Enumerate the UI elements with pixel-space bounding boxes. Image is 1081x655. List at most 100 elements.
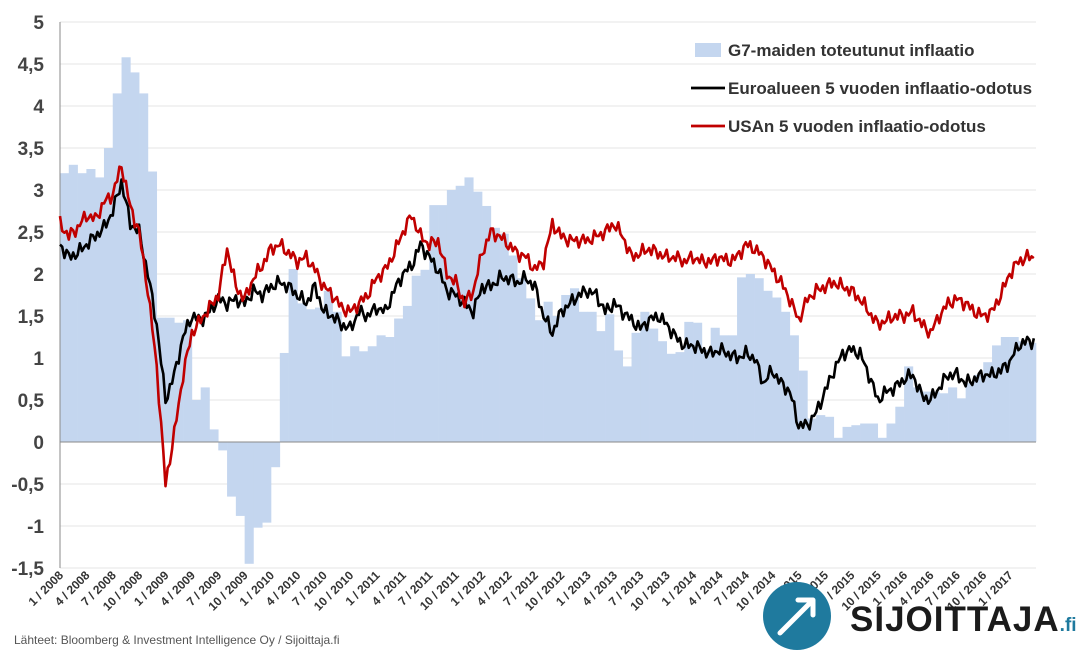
bar — [376, 335, 386, 442]
logo-wordmark: SIJOITTAJA.fi — [850, 600, 1077, 640]
y-tick-label: 4 — [33, 97, 44, 118]
y-tick-label: 2,5 — [18, 223, 45, 244]
bar — [420, 269, 430, 442]
bar — [578, 311, 588, 442]
bar — [191, 400, 201, 442]
bar — [772, 297, 782, 442]
bar — [455, 185, 465, 443]
bar — [526, 298, 536, 442]
bar — [394, 318, 404, 442]
bar — [666, 353, 676, 442]
bar — [631, 332, 641, 442]
bar — [710, 327, 720, 442]
bar — [306, 309, 316, 442]
y-tick-label: 5 — [33, 13, 44, 34]
bar — [587, 311, 597, 442]
bar — [200, 387, 210, 442]
bar — [1000, 337, 1010, 442]
bar — [851, 425, 861, 442]
bar — [807, 418, 817, 442]
bar — [754, 278, 764, 442]
y-tick-label: 2 — [33, 265, 44, 286]
bar — [262, 442, 272, 523]
bar — [517, 278, 527, 442]
bar — [446, 190, 456, 442]
bar — [482, 205, 492, 442]
bar — [886, 423, 896, 442]
bar — [965, 383, 975, 442]
bar — [314, 307, 325, 442]
bar — [789, 335, 799, 442]
source-note: Lähteet: Bloomberg & Investment Intellig… — [14, 633, 340, 647]
logo-name: SIJOITTAJA — [850, 600, 1060, 639]
bar — [95, 177, 105, 442]
y-tick-label: 1,5 — [18, 307, 45, 328]
bar — [613, 350, 624, 442]
bar — [860, 423, 870, 442]
bar — [930, 391, 940, 442]
bar — [842, 426, 852, 442]
bar — [279, 352, 289, 442]
bar — [464, 177, 474, 442]
bar — [499, 233, 509, 442]
bar — [693, 322, 703, 442]
bar — [358, 351, 369, 442]
bar — [684, 321, 694, 442]
bar — [1018, 341, 1028, 442]
bar — [490, 227, 500, 442]
bar — [675, 352, 685, 442]
bar — [227, 442, 237, 497]
bar — [649, 328, 659, 442]
bar — [543, 301, 553, 442]
bar — [429, 205, 439, 442]
bar — [473, 191, 483, 442]
bar — [534, 320, 544, 442]
y-tick-label: -1,5 — [11, 559, 44, 580]
bar — [112, 93, 122, 443]
bar — [385, 337, 395, 442]
bar — [719, 335, 729, 442]
bar — [341, 356, 351, 442]
y-tick-label: -1 — [27, 517, 44, 538]
y-tick-label: 3,5 — [18, 139, 45, 160]
bar — [701, 349, 711, 442]
bar — [895, 406, 905, 442]
y-tick-label: -0,5 — [11, 475, 44, 496]
bar — [165, 317, 175, 442]
bar — [183, 320, 193, 442]
bar — [332, 311, 342, 442]
bar — [552, 316, 562, 442]
bar — [297, 303, 307, 442]
legend-swatch — [695, 43, 721, 57]
bar — [983, 362, 993, 442]
bar — [411, 275, 421, 442]
bar — [798, 370, 808, 442]
legend-label: USAn 5 vuoden inflaatio-odotus — [728, 117, 986, 136]
bar — [877, 437, 887, 442]
bar — [781, 311, 791, 442]
bar — [956, 398, 966, 442]
bar — [640, 311, 650, 442]
bar — [438, 205, 448, 442]
y-tick-label: 4,5 — [18, 55, 45, 76]
bar — [77, 173, 87, 442]
bar — [868, 423, 879, 442]
bar — [816, 415, 826, 442]
bar — [402, 305, 413, 442]
bar — [974, 374, 984, 442]
bar — [350, 346, 360, 442]
bar — [1009, 337, 1019, 442]
legend-label: Euroalueen 5 vuoden inflaatio-odotus — [728, 79, 1032, 98]
bar — [244, 442, 254, 564]
bar — [763, 290, 773, 442]
arrow-up-right-icon — [777, 597, 816, 636]
bar — [288, 268, 298, 442]
bar — [824, 416, 835, 442]
y-axis-ticks: 5 4,5 4 3,5 3 2,5 2 1,5 1 0,5 0 -0,5 -1 -1,5 — [11, 13, 44, 580]
bar — [948, 387, 958, 442]
bar — [569, 288, 580, 442]
logo-tld: .fi — [1059, 615, 1077, 636]
bar — [508, 255, 518, 442]
bar — [561, 295, 571, 442]
bar — [605, 314, 615, 442]
